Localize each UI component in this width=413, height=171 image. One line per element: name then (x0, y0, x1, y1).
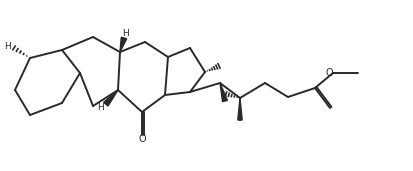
Text: H: H (97, 103, 104, 113)
Polygon shape (219, 83, 227, 102)
Polygon shape (120, 37, 126, 52)
Text: O: O (324, 68, 332, 78)
Text: O: O (138, 134, 145, 144)
Text: H: H (5, 43, 11, 51)
Polygon shape (237, 98, 242, 120)
Text: H: H (122, 29, 129, 37)
Polygon shape (104, 90, 118, 106)
